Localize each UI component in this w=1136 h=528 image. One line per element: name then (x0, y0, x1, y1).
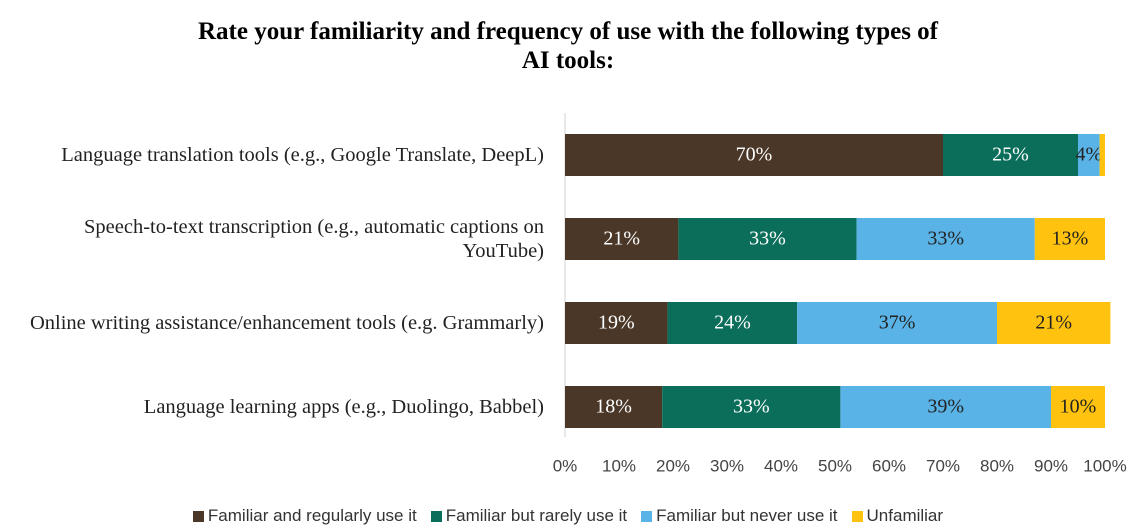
bar-segment (840, 386, 1051, 428)
x-tick-label: 80% (980, 456, 1014, 475)
legend: Familiar and regularly use it Familiar bu… (0, 506, 1136, 526)
legend-label: Unfamiliar (866, 506, 944, 525)
data-label: 25% (992, 144, 1029, 166)
legend-label: Familiar and regularly use it (207, 506, 417, 525)
data-label: 10% (1060, 396, 1097, 418)
x-tick-label: 20% (656, 456, 690, 475)
data-label: 37% (879, 312, 916, 334)
data-label: 39% (927, 396, 964, 418)
x-tick-label: 40% (764, 456, 798, 475)
legend-swatch (430, 510, 442, 522)
x-tick-label: 90% (1034, 456, 1068, 475)
x-tick-label: 60% (872, 456, 906, 475)
legend-swatch (192, 510, 204, 522)
data-label: 33% (749, 228, 786, 250)
chart-title: Rate your familiarity and frequency of u… (198, 18, 939, 74)
legend-item: Familiar and regularly use it (192, 506, 417, 526)
data-label: 24% (714, 312, 751, 334)
bar-segment (943, 134, 1078, 176)
category-label: Language translation tools (e.g., Google… (61, 144, 544, 166)
bar-segment (856, 218, 1035, 260)
legend-swatch (851, 510, 863, 522)
data-label: 70% (736, 144, 773, 166)
bar-segment (1034, 218, 1105, 260)
bar-segment (1099, 134, 1105, 176)
x-tick-label: 30% (710, 456, 744, 475)
bar-segment (565, 218, 679, 260)
x-tick-label: 10% (602, 456, 636, 475)
legend-item: Familiar but rarely use it (430, 506, 628, 526)
x-tick-label: 70% (926, 456, 960, 475)
bar-segment (565, 134, 943, 176)
data-label: 21% (1035, 312, 1072, 334)
data-label: 33% (927, 228, 964, 250)
x-tick-label: 100% (1083, 456, 1126, 475)
legend-item: Familiar but never use it (641, 506, 838, 526)
bar-segment (667, 302, 798, 344)
bar-segment (1078, 134, 1100, 176)
bar-segment (678, 218, 857, 260)
data-label: 4% (1075, 144, 1102, 166)
category-label: Speech-to-text transcription (e.g., auto… (84, 216, 544, 262)
x-tick-label: 0% (553, 456, 578, 475)
legend-label: Familiar but never use it (656, 506, 838, 525)
bar-segment (662, 386, 841, 428)
bar-segment (997, 302, 1111, 344)
legend-label: Familiar but rarely use it (445, 506, 628, 525)
x-tick-label: 50% (818, 456, 852, 475)
category-label: Language learning apps (e.g., Duolingo, … (143, 396, 544, 418)
data-label: 19% (598, 312, 635, 334)
legend-swatch (641, 510, 653, 522)
bar-segment (1051, 386, 1105, 428)
legend-item: Unfamiliar (851, 506, 944, 526)
data-label: 13% (1052, 228, 1089, 250)
bar-segment (565, 302, 668, 344)
data-label: 33% (733, 396, 770, 418)
bar-segment (565, 386, 663, 428)
data-label: 18% (595, 396, 632, 418)
category-label: Online writing assistance/enhancement to… (29, 312, 544, 334)
bar-segment (797, 302, 997, 344)
data-label: 21% (603, 228, 640, 250)
